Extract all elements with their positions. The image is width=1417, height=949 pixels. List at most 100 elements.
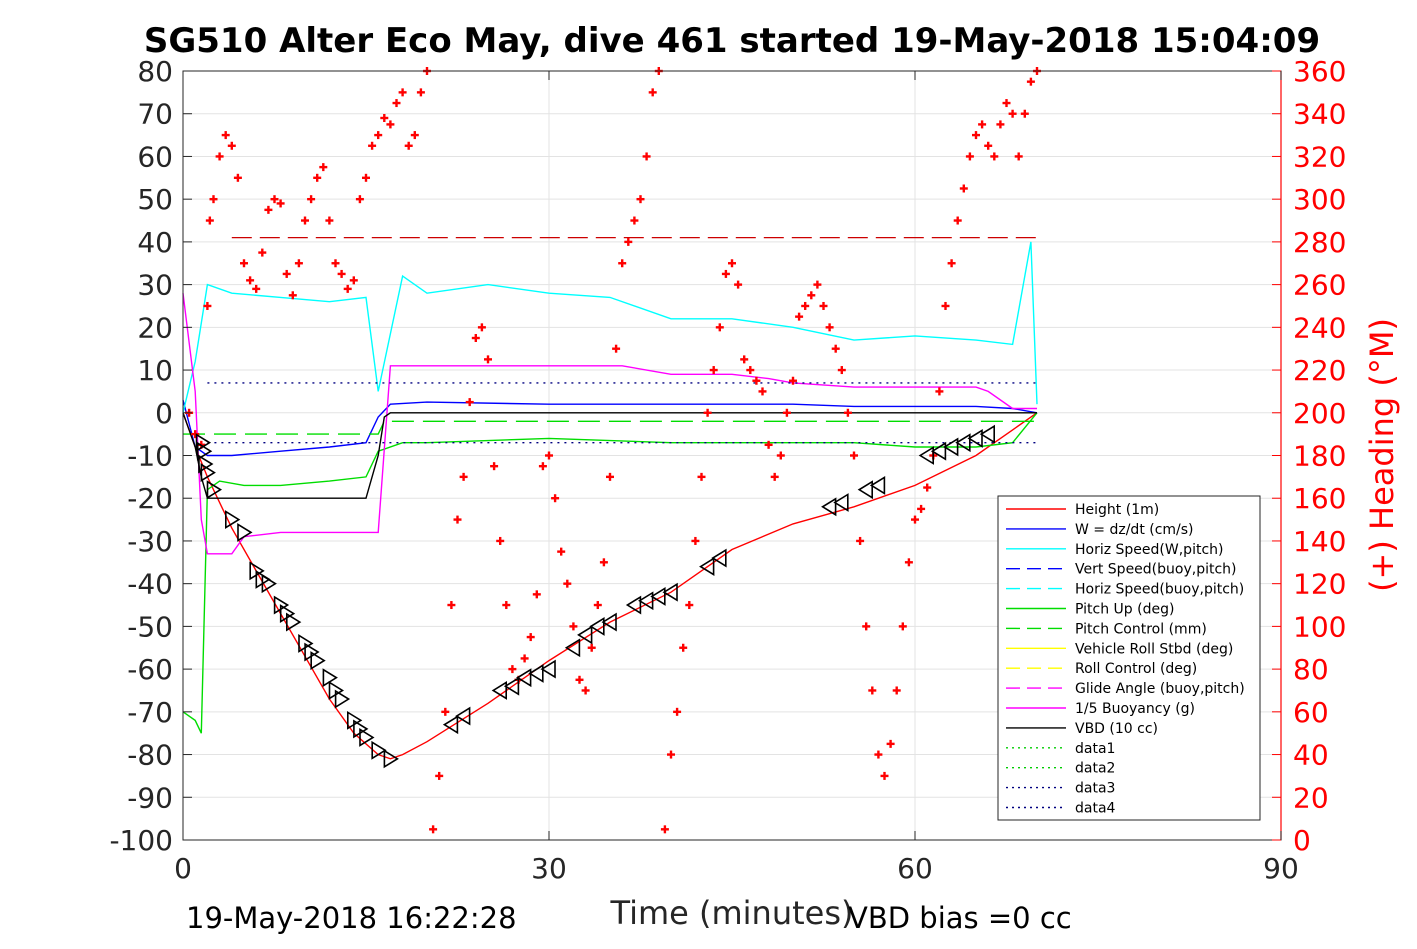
y-tick-label: 0 [155,397,173,430]
legend-entry-15: data4 [1075,801,1116,817]
legend-entry-9: Glide Angle (buoy,pitch) [1075,681,1245,697]
heading-marker [990,152,999,161]
heading-marker [886,739,895,748]
y-tick-label: 60 [137,140,173,173]
heading-marker [904,558,913,567]
y2-tick-label: 160 [1293,482,1346,515]
heading-marker [874,750,883,759]
heading-marker [490,462,499,471]
heading-marker [636,195,645,204]
heading-marker [734,280,743,289]
heading-marker [758,387,767,396]
heading-marker [819,301,828,310]
legend-entry-1: W = dz/dt (cm/s) [1075,522,1194,538]
heading-marker [447,601,456,610]
heading-marker [368,141,377,150]
series-line-6 [183,420,1037,435]
heading-marker [575,675,584,684]
heading-marker [343,284,352,293]
heading-marker [728,259,736,268]
climb-triangle-marker [564,638,581,658]
y2-tick-label: 280 [1293,226,1346,259]
dive-triangle-marker [206,480,223,500]
climb-triangle-marker [821,497,837,517]
dive-triangle-marker [310,651,326,670]
heading-marker [435,771,444,780]
heading-marker [294,259,303,268]
y2-tick-label: 80 [1293,653,1329,686]
heading-marker [526,633,535,642]
climb-triangle-marker [528,663,544,683]
heading-marker [587,643,596,652]
y2-tick-label: 40 [1293,739,1329,772]
heading-marker [404,141,413,150]
climb-triangle-marker [638,591,654,611]
climb-triangle-marker [442,715,459,735]
heading-marker [386,120,395,129]
heading-marker [276,199,285,208]
dive-triangle-marker [225,510,241,530]
heading-marker [789,376,797,385]
y-tick-label: -30 [127,525,173,558]
heading-marker [221,131,230,140]
heading-marker [856,536,865,545]
y2-tick-label: 180 [1293,440,1346,473]
heading-marker [465,398,474,407]
heading-marker [941,301,950,310]
dive-triangle-marker [200,463,216,483]
y2-tick-label: 200 [1293,397,1346,430]
y-tick-label: -50 [127,610,173,643]
heading-marker [288,291,297,300]
x-tick-label: 60 [897,852,933,885]
heading-marker [227,141,236,150]
heading-marker [380,113,389,122]
y2-tick-label: 20 [1293,781,1329,814]
heading-marker [203,301,212,310]
heading-marker [520,654,529,663]
heading-marker [898,622,907,631]
climb-triangle-marker [699,557,715,577]
heading-marker [441,707,450,716]
heading-marker [270,195,279,204]
heading-marker [648,88,657,97]
y-tick-label: 70 [137,98,173,131]
series-line-11 [182,412,1037,499]
heading-marker [831,344,840,353]
dive-triangle-marker [383,749,399,769]
heading-marker [258,248,267,257]
heading-marker [264,205,273,214]
legend-entry-12: data1 [1075,741,1115,757]
heading-marker [685,601,694,610]
y-tick-label: -40 [127,568,173,601]
heading-marker [252,284,261,293]
heading-marker [630,216,639,225]
climb-triangle-marker [516,668,532,688]
heading-marker [484,355,492,364]
heading-marker [764,440,773,449]
heading-marker [508,665,517,674]
axes-layer [182,70,1282,841]
vbd-bias-annotation: VBD bias =0 cc [848,901,1072,935]
right-y-tick-labels: 3603403203002802602402202001801601401201… [1293,55,1346,857]
y2-tick-label: 240 [1293,311,1346,344]
climb-triangle-marker [967,428,983,448]
heading-marker [563,579,572,588]
dive-triangle-marker [285,612,302,632]
heading-marker [953,216,962,225]
heading-marker [746,366,755,375]
legend-entry-6: Pitch Control (mm) [1075,621,1207,637]
heading-marker [935,387,944,396]
heading-marker [813,280,822,289]
legend-entry-8: Roll Control (deg) [1075,661,1197,677]
heading-marker [752,376,761,385]
dive-triangle-marker [334,689,351,709]
legend: Height (1m) W = dz/dt (cm/s) Horiz Speed(W… [997,495,1261,821]
heading-marker [191,430,200,439]
y2-tick-label: 220 [1293,354,1346,387]
legend-entry-13: data2 [1075,761,1115,777]
climb-triangle-marker [650,587,666,606]
y2-tick-label: 100 [1293,610,1346,643]
heading-marker [557,547,566,556]
heading-marker [459,472,468,481]
legend-entry-14: data3 [1075,781,1115,797]
